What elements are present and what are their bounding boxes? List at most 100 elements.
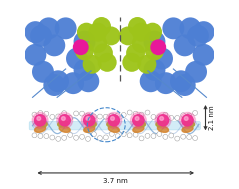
Circle shape: [119, 26, 137, 45]
Circle shape: [111, 117, 114, 120]
Circle shape: [92, 114, 96, 119]
Circle shape: [44, 134, 49, 139]
Circle shape: [38, 17, 60, 39]
Circle shape: [179, 17, 201, 39]
Circle shape: [32, 133, 37, 138]
Circle shape: [62, 135, 67, 140]
Circle shape: [179, 112, 196, 128]
Circle shape: [187, 113, 192, 118]
Circle shape: [66, 48, 88, 70]
Circle shape: [37, 117, 41, 120]
Circle shape: [86, 136, 90, 141]
Circle shape: [24, 44, 46, 66]
Ellipse shape: [59, 126, 70, 132]
Circle shape: [86, 113, 90, 118]
Circle shape: [98, 136, 102, 140]
Circle shape: [163, 112, 168, 117]
Ellipse shape: [86, 121, 96, 127]
Circle shape: [182, 115, 193, 126]
Circle shape: [175, 115, 180, 120]
Circle shape: [163, 17, 184, 39]
Circle shape: [130, 112, 146, 128]
Circle shape: [157, 115, 162, 120]
Circle shape: [135, 117, 139, 120]
Circle shape: [30, 25, 52, 47]
Circle shape: [34, 115, 46, 126]
Circle shape: [126, 43, 145, 62]
Circle shape: [193, 110, 198, 115]
Circle shape: [193, 44, 215, 66]
Circle shape: [143, 59, 165, 81]
Circle shape: [151, 134, 156, 139]
Circle shape: [174, 34, 196, 56]
Ellipse shape: [58, 121, 68, 127]
Circle shape: [57, 112, 73, 128]
Circle shape: [132, 23, 151, 42]
Circle shape: [61, 117, 65, 120]
Circle shape: [80, 134, 85, 139]
FancyBboxPatch shape: [29, 122, 200, 130]
Ellipse shape: [158, 126, 168, 132]
Circle shape: [145, 42, 164, 60]
Circle shape: [32, 61, 54, 83]
Circle shape: [103, 114, 108, 119]
Circle shape: [127, 110, 132, 115]
Circle shape: [84, 115, 95, 126]
Circle shape: [145, 110, 150, 115]
Ellipse shape: [135, 121, 146, 127]
Ellipse shape: [156, 121, 166, 127]
Ellipse shape: [37, 121, 47, 127]
Circle shape: [50, 135, 55, 140]
Circle shape: [193, 136, 198, 140]
Circle shape: [175, 136, 180, 141]
Circle shape: [106, 112, 122, 128]
Circle shape: [184, 117, 188, 120]
Circle shape: [74, 59, 96, 81]
Circle shape: [151, 48, 173, 70]
Circle shape: [43, 74, 65, 96]
Ellipse shape: [133, 126, 144, 132]
Circle shape: [98, 53, 117, 72]
Circle shape: [88, 23, 107, 42]
Circle shape: [43, 34, 65, 56]
Circle shape: [174, 74, 196, 96]
Circle shape: [59, 115, 70, 126]
Circle shape: [56, 136, 61, 141]
Circle shape: [133, 115, 144, 126]
Circle shape: [68, 116, 73, 121]
Circle shape: [170, 70, 192, 92]
Text: 3.7 nm: 3.7 nm: [103, 178, 128, 184]
Circle shape: [137, 55, 156, 74]
Circle shape: [73, 39, 89, 55]
Circle shape: [77, 70, 99, 92]
Circle shape: [132, 34, 151, 53]
Circle shape: [88, 34, 107, 53]
Circle shape: [47, 70, 69, 92]
Circle shape: [103, 135, 108, 140]
Circle shape: [109, 113, 114, 118]
Circle shape: [128, 17, 147, 36]
Circle shape: [50, 114, 55, 119]
Circle shape: [127, 133, 132, 138]
Circle shape: [108, 115, 120, 126]
Circle shape: [140, 70, 162, 92]
Circle shape: [185, 61, 207, 83]
Circle shape: [169, 133, 174, 138]
Circle shape: [187, 135, 192, 139]
Circle shape: [155, 112, 171, 128]
Ellipse shape: [84, 126, 95, 132]
Circle shape: [143, 23, 162, 42]
Circle shape: [94, 43, 113, 62]
Circle shape: [143, 31, 165, 53]
Circle shape: [160, 117, 163, 120]
Circle shape: [80, 111, 85, 116]
Circle shape: [62, 111, 67, 116]
Circle shape: [83, 55, 102, 74]
Circle shape: [115, 134, 120, 139]
Circle shape: [151, 115, 156, 119]
Circle shape: [150, 39, 166, 55]
Circle shape: [38, 134, 43, 139]
Text: 2.1 nm: 2.1 nm: [209, 105, 215, 130]
Circle shape: [44, 111, 49, 116]
Circle shape: [121, 112, 126, 117]
